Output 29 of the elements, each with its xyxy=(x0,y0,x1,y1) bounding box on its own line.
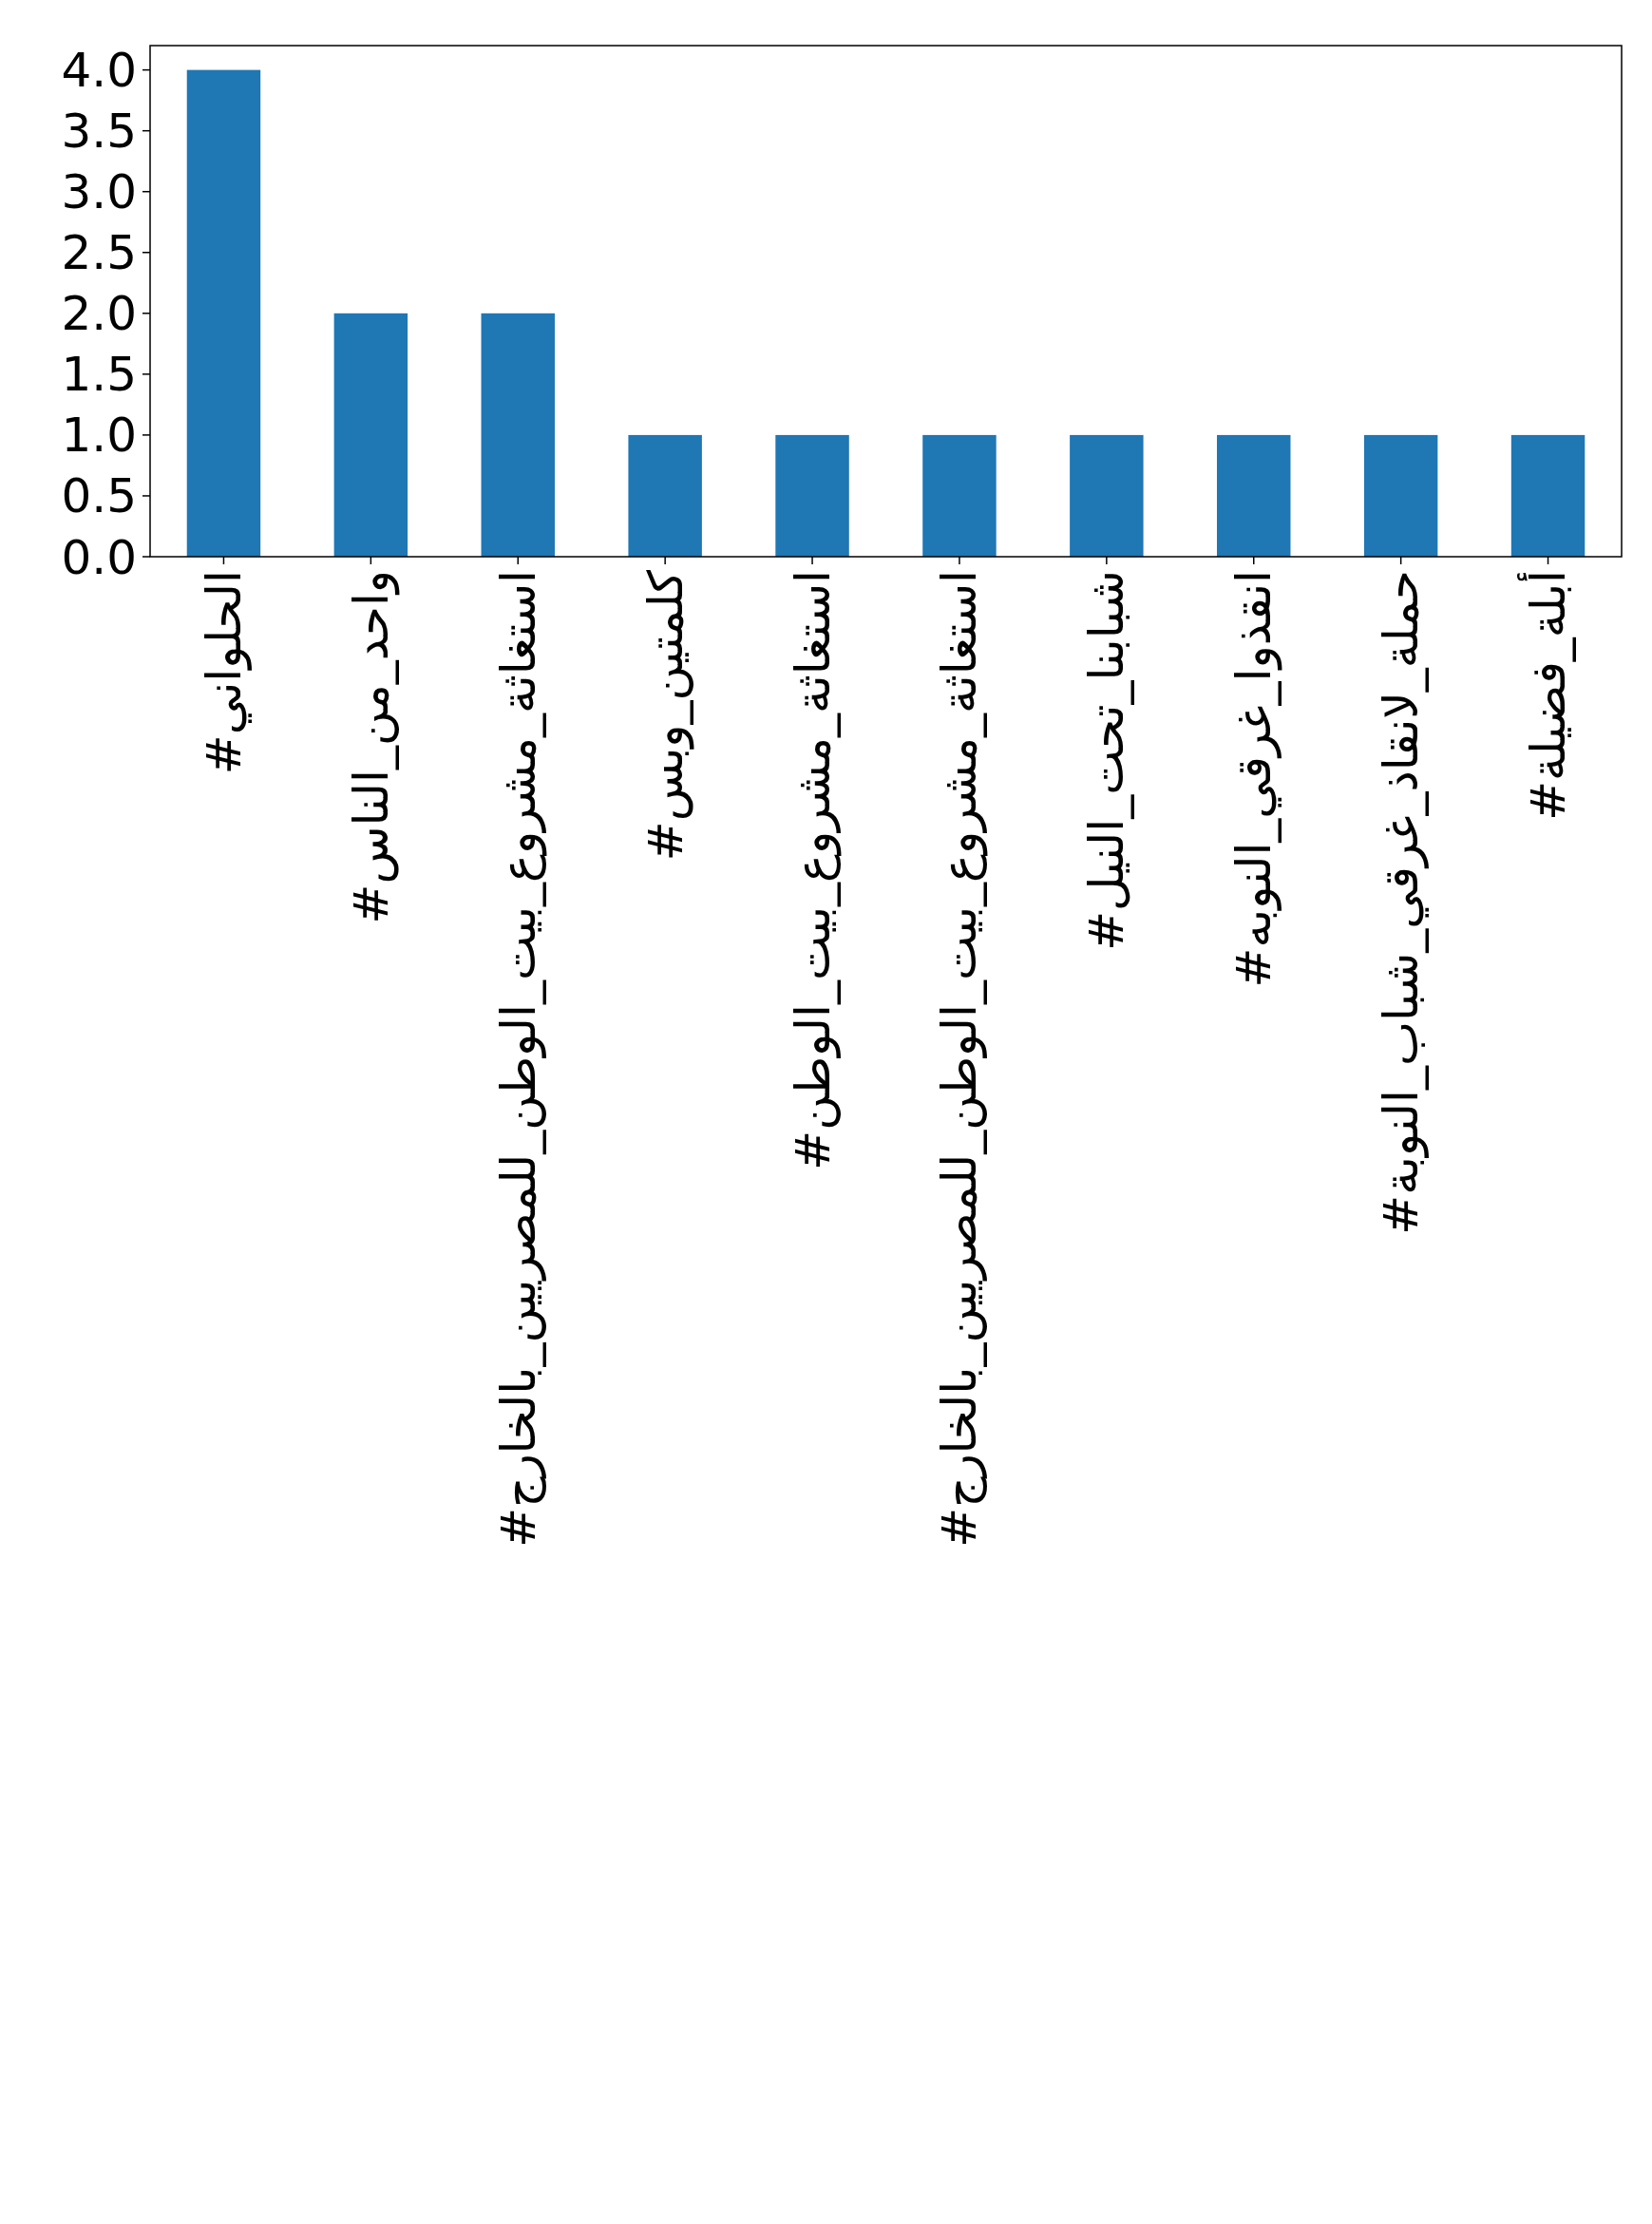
bar xyxy=(481,313,555,557)
bar xyxy=(1070,434,1144,557)
bar xyxy=(333,313,408,557)
y-tick-label: 2.5 xyxy=(61,225,137,281)
x-tick-label: #أبلة_فضيلة xyxy=(1517,570,1577,821)
y-tick-label: 4.0 xyxy=(61,43,137,99)
y-tick-label: 3.0 xyxy=(61,164,137,220)
bar xyxy=(186,69,261,557)
bar xyxy=(1217,434,1291,557)
x-tick-label: #حملة_لانقاذ_غرقي_شباب_النوبة xyxy=(1374,570,1430,1235)
bar xyxy=(1510,434,1586,557)
y-tick-label: 1.0 xyxy=(61,408,137,464)
x-tick-label: #واحد_من_الناس xyxy=(343,570,400,924)
y-tick-label: 3.5 xyxy=(61,104,137,160)
y-tick-label: 0.0 xyxy=(61,529,137,585)
x-tick-label: #شبابنا_تحت_النيل xyxy=(1079,570,1135,951)
y-tick-label: 1.5 xyxy=(61,347,137,403)
x-tick-label: #استغاثة_مشروع_بيت_الوطن_للمصريين_بالخارج xyxy=(932,570,989,1548)
bar xyxy=(775,434,849,557)
bar xyxy=(922,434,997,557)
y-tick-label: 2.0 xyxy=(61,286,137,342)
bar xyxy=(1363,434,1438,557)
x-tick-label: #الحلواني xyxy=(196,570,252,775)
x-tick-label: #انقذوا_غرقي_النوبه xyxy=(1226,570,1283,988)
x-tick-label: #استغاثة_مشروع_بيت_الوطن_للمصريين_بالخارج xyxy=(490,570,547,1548)
x-tick-label: #استغاثة_مشروع_بيت_الوطن xyxy=(785,570,842,1170)
y-tick-label: 0.5 xyxy=(61,468,137,524)
bar xyxy=(628,434,702,557)
x-tick-label: #كلمتين_وبس xyxy=(637,569,694,862)
